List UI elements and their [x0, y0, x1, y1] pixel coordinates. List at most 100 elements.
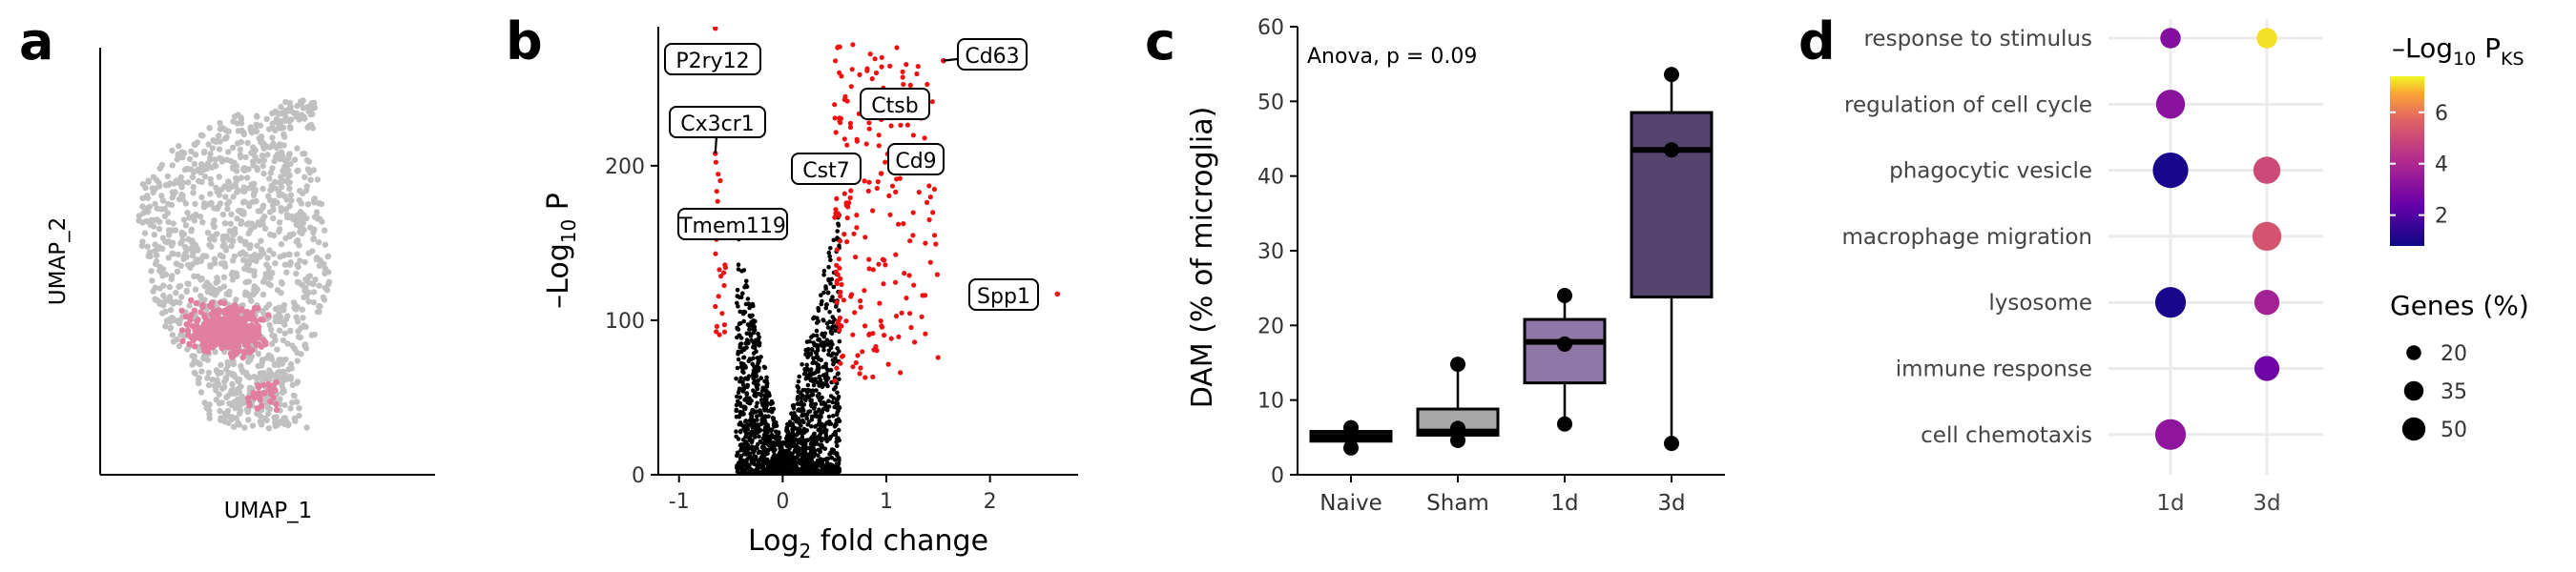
volcano-point: [833, 421, 839, 427]
volcano-sig-point: [721, 329, 728, 335]
umap-point: [304, 103, 311, 111]
umap-point: [180, 216, 188, 223]
umap-point: [260, 170, 267, 177]
umap-point: [218, 260, 225, 267]
volcano-point: [800, 413, 806, 418]
volcano-point: [813, 452, 818, 457]
volcano-point: [800, 418, 805, 423]
umap-point: [249, 422, 257, 429]
volcano-sig-point: [837, 315, 843, 321]
umap-dam-point: [179, 337, 186, 345]
umap-point: [216, 146, 223, 153]
dotplot-term-label: lysosome: [1988, 291, 2092, 316]
umap-point: [282, 98, 289, 106]
volcano-point: [759, 417, 765, 421]
volcano-sig-point: [721, 282, 727, 289]
umap-point: [272, 360, 280, 367]
umap-point: [278, 149, 285, 155]
umap-point: [267, 170, 274, 176]
umap-point: [176, 179, 183, 187]
umap-dam-point: [235, 332, 241, 338]
volcano-point: [792, 455, 797, 460]
volcano-point: [767, 393, 772, 398]
umap-point: [208, 180, 215, 187]
umap-point: [297, 229, 303, 235]
color-legend-title-sub2: KS: [2501, 49, 2524, 70]
volcano-point: [826, 264, 831, 270]
panel-label-c: c: [1145, 11, 1175, 72]
volcano-sig-point: [922, 135, 927, 141]
volcano-point: [741, 268, 747, 273]
umap-point: [278, 290, 284, 296]
umap-point: [280, 307, 287, 314]
umap-point: [295, 167, 301, 174]
umap-point: [270, 214, 277, 222]
umap-point: [229, 276, 237, 283]
umap-point: [200, 253, 207, 259]
umap-point: [246, 244, 253, 252]
volcano-point: [831, 396, 836, 400]
umap-dam-point: [238, 325, 244, 332]
umap-point: [297, 98, 304, 105]
umap-point: [156, 245, 162, 252]
volcano-sig-point: [713, 159, 719, 165]
volcano-point: [827, 319, 832, 324]
volcano-point: [743, 376, 749, 381]
volcano-point: [810, 347, 815, 353]
volcano-point: [811, 406, 817, 411]
volcano-point: [753, 391, 758, 396]
volcano-sig-point: [866, 120, 872, 126]
volcano-y-ticks: 0 100 200: [605, 155, 658, 488]
box-data-point: [1450, 420, 1465, 437]
volcano-sig-point: [850, 364, 856, 370]
umap-point: [217, 252, 224, 258]
volcano-point: [817, 418, 822, 423]
volcano-sig-point: [721, 270, 727, 276]
volcano-sig-point: [904, 122, 911, 128]
volcano-point: [760, 398, 766, 403]
umap-dam-point: [244, 395, 252, 401]
umap-point: [165, 255, 172, 261]
volcano-point: [754, 404, 758, 409]
umap-point: [219, 125, 226, 132]
umap-point: [259, 138, 265, 145]
umap-point: [226, 228, 233, 235]
umap-dam-point: [192, 325, 198, 332]
volcano-point: [744, 434, 749, 439]
umap-point: [241, 167, 248, 174]
umap-point: [221, 378, 228, 385]
umap-point: [242, 153, 249, 161]
size-legend-dot: [2401, 417, 2426, 441]
volcano-point: [831, 284, 837, 290]
umap-point: [251, 180, 258, 187]
volcano-point: [740, 311, 746, 317]
volcano-sig-point: [862, 323, 868, 329]
volcano-point: [835, 390, 840, 396]
volcano-x-axis-label: Log2 fold change: [748, 524, 988, 562]
volcano-sig-point: [882, 257, 887, 263]
umap-point: [146, 203, 153, 211]
umap-point: [289, 342, 296, 349]
volcano-point: [748, 419, 753, 423]
umap-dam-point: [251, 391, 258, 398]
umap-dam-point: [188, 296, 195, 304]
umap-dam-point: [218, 342, 225, 349]
volcano-point: [831, 387, 837, 392]
color-legend-bar: [2390, 76, 2424, 246]
umap-point: [197, 276, 204, 283]
umap-point: [195, 247, 201, 254]
volcano-point: [820, 343, 825, 349]
umap-dam-point: [188, 312, 195, 318]
volcano-point: [790, 427, 795, 433]
umap-y-axis-label: UMAP_2: [46, 217, 71, 305]
volcano-point: [747, 305, 752, 311]
umap-point: [135, 217, 142, 224]
color-legend-title: –Log10 PKS: [2392, 32, 2524, 70]
umap-point: [249, 144, 257, 151]
umap-point: [259, 153, 266, 159]
umap-point: [321, 227, 328, 234]
umap-dam-point: [230, 307, 237, 315]
umap-dam-point: [183, 321, 190, 328]
volcano-sig-point: [870, 374, 876, 379]
volcano-sig-point: [866, 126, 872, 132]
